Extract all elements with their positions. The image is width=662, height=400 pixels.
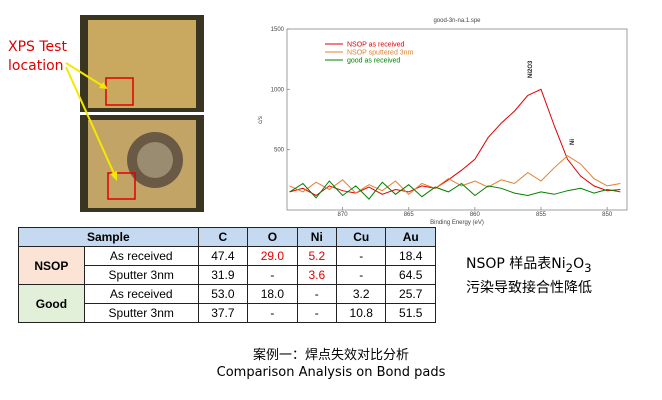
cell: 64.5 (385, 265, 436, 285)
x-tick-label: 865 (404, 212, 415, 218)
cell: - (296, 284, 337, 304)
series-line (289, 155, 621, 195)
header-cell: Sample (18, 227, 199, 247)
peak-annotation: Ni2O3 (528, 60, 534, 78)
sample-cell: NSOP (18, 246, 85, 285)
cell: - (335, 265, 387, 285)
cell: 31.9 (197, 265, 249, 285)
cell: 47.4 (197, 246, 249, 266)
peak-annotation: Ni (570, 139, 576, 145)
photo-label: XPS Test location (8, 39, 67, 74)
note-text: NSOP 样品表Ni (466, 256, 566, 272)
cell: 18.0 (247, 284, 298, 304)
cell: 53.0 (197, 284, 249, 304)
plot-area (286, 28, 628, 211)
cell: 3.6 (296, 265, 337, 285)
legend-label: good as received (347, 58, 400, 65)
xps-spot (105, 77, 134, 106)
cell: - (296, 303, 337, 323)
arrow-head (110, 171, 117, 181)
header-cell: Ni (296, 227, 337, 247)
bond-ball-center (137, 142, 173, 178)
cell: 3.2 (335, 284, 387, 304)
cell: 29.0 (247, 246, 298, 266)
subscript: 2 (565, 260, 574, 275)
cell: As received (83, 246, 199, 266)
y-tick-label: 1000 (271, 87, 285, 93)
y-tick-label: 500 (274, 148, 285, 154)
cell: - (335, 246, 387, 266)
cell: 5.2 (296, 246, 337, 266)
header-cell: O (247, 227, 298, 247)
arrow (65, 66, 117, 179)
header-cell: Cu (335, 227, 387, 247)
cell: 37.7 (197, 303, 249, 323)
cell: 18.4 (385, 246, 436, 266)
cell: 25.7 (385, 284, 436, 304)
arrow (65, 62, 107, 89)
x-tick-label: 850 (602, 212, 613, 218)
bond-pad (88, 20, 196, 108)
chart-title: good-3n-na.1.spe (433, 18, 481, 24)
caption: 案例一：焊点失效对比分析 Comparison Analysis on Bond … (0, 347, 662, 381)
cell: Sputter 3nm (83, 265, 199, 285)
x-tick-label: 860 (470, 212, 481, 218)
x-axis-label: Binding Energy (eV) (430, 220, 484, 226)
series-line (289, 88, 621, 197)
sample-cell: Good (18, 284, 85, 323)
arrow-head (99, 82, 108, 89)
note: NSOP 样品表Ni2O3 污染导致接合性降低 (466, 254, 592, 298)
xps-spot (107, 172, 136, 200)
composition-table: Sample C O Ni Cu Au NSOP As received 47.4 29.0 5.… (18, 227, 436, 323)
cell: As received (83, 284, 199, 304)
y-axis-label: c/s (258, 116, 264, 124)
header-cell: Au (385, 227, 436, 247)
note-text: O (573, 256, 585, 272)
cell: Sputter 3nm (83, 303, 199, 323)
x-tick-label: 870 (338, 212, 349, 218)
caption-en: Comparison Analysis on Bond pads (216, 365, 446, 380)
subscript: 3 (584, 260, 592, 275)
legend-label: NSOP as received (347, 42, 405, 49)
caption-zh: 案例一：焊点失效对比分析 (252, 348, 409, 363)
legend-label: NSOP sputtered 3nm (347, 50, 414, 57)
header-cell: C (197, 227, 249, 247)
cell: 10.8 (335, 303, 387, 323)
y-tick-label: 1500 (271, 27, 285, 33)
cell: - (247, 303, 298, 323)
cell: - (247, 265, 298, 285)
x-tick-label: 855 (536, 212, 547, 218)
note-text: 污染导致接合性降低 (466, 279, 592, 296)
series-line (289, 180, 621, 200)
cell: 51.5 (385, 303, 436, 323)
